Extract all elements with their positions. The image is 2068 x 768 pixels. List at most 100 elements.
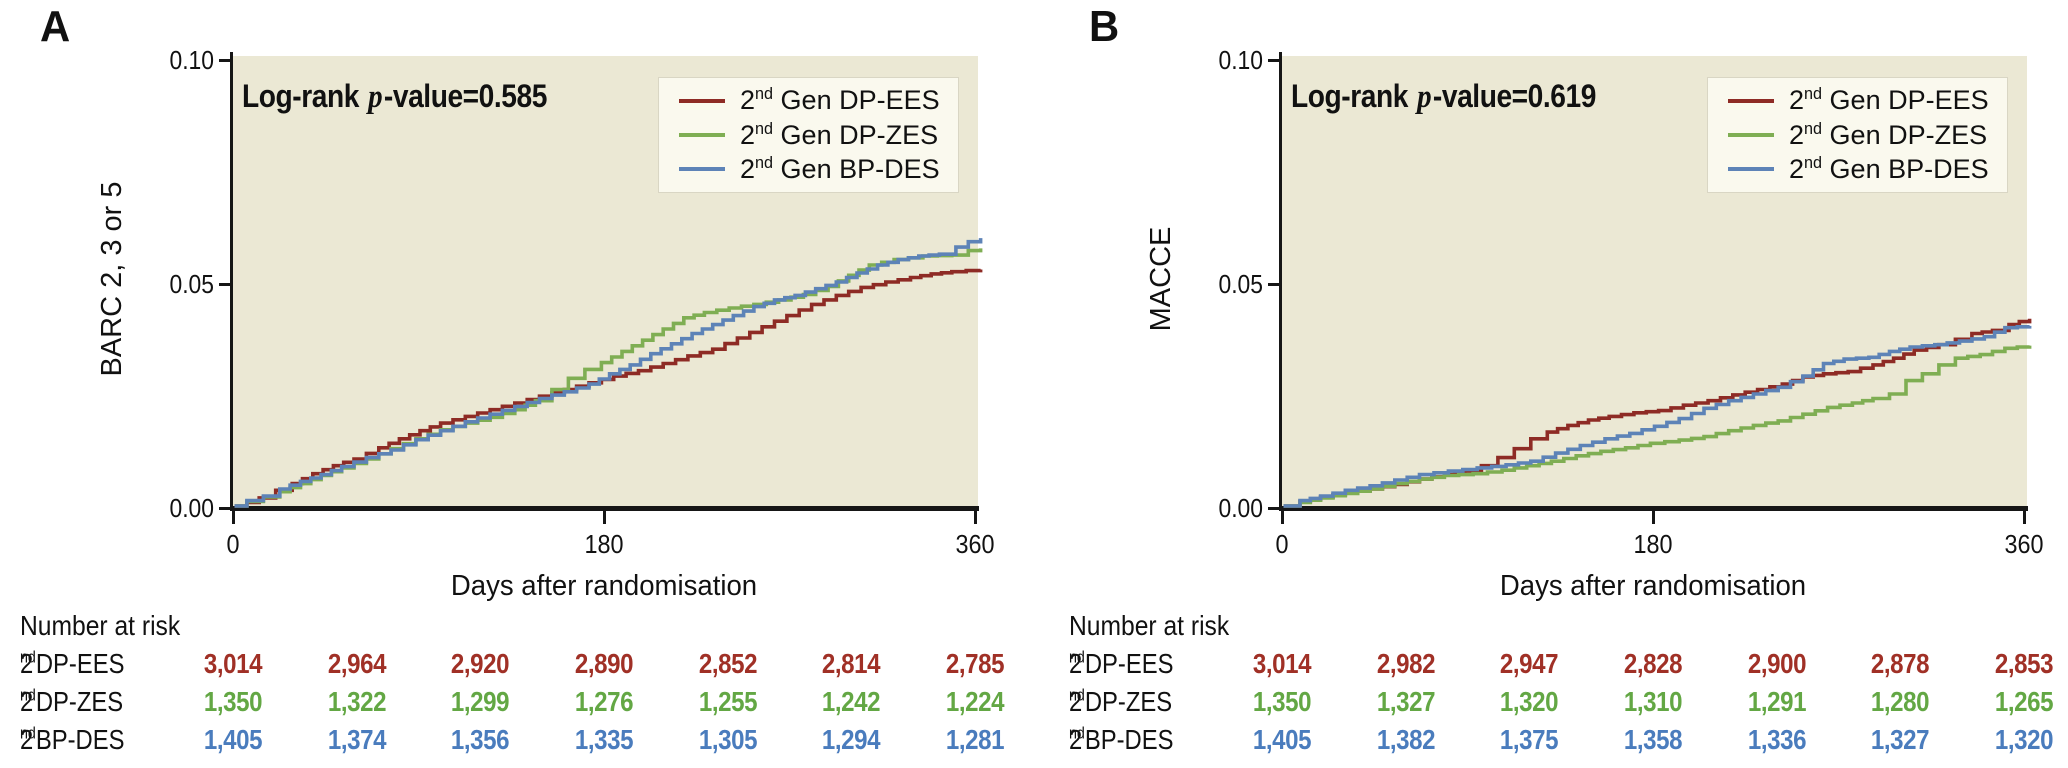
label-superscript: nd: [1069, 723, 1085, 743]
legend-line-swatch: [679, 167, 725, 172]
curve--nd-gen-dp-zes: [1283, 345, 2032, 508]
y-tick-label: 0.10: [169, 45, 214, 75]
y-tick-mark: [1268, 282, 1281, 286]
survival-curves: [1283, 318, 2032, 508]
label-superscript: nd: [1804, 153, 1823, 172]
risk-count: 1,405: [1252, 724, 1312, 755]
x-axis-line: [230, 506, 979, 511]
label-base: 2: [740, 119, 756, 150]
x-tick-label: 180: [1633, 529, 1673, 559]
panel-letter: A: [40, 2, 70, 51]
stat-suffix: -value=0.585: [383, 78, 547, 114]
risk-count: 1,358: [1623, 724, 1683, 755]
label-base: 2: [1789, 119, 1805, 150]
label-superscript: nd: [1069, 685, 1085, 705]
risk-count: 2,947: [1500, 648, 1559, 679]
x-tick-label: 0: [1275, 529, 1289, 559]
risk-count: 2,853: [1994, 648, 2054, 679]
risk-count: 1,281: [945, 724, 1005, 755]
panel-letter: B: [1089, 2, 1119, 51]
risk-count: 3,014: [1252, 648, 1312, 679]
logrank-pvalue-annotation: Log-rank p-value=0.585: [242, 78, 547, 116]
x-tick-mark: [602, 511, 606, 524]
legend-entry-label: 2nd Gen DP-EES: [1789, 85, 1989, 116]
label-rest: BP-DES: [1084, 724, 1174, 755]
risk-count: 2,828: [1623, 648, 1683, 679]
x-axis-title: Days after randomisation: [1499, 570, 1807, 602]
legend-entry: 2nd Gen BP-DES: [679, 154, 954, 185]
risk-count: 1,305: [698, 724, 758, 755]
risk-count: 1,310: [1623, 686, 1683, 717]
survival-curves: [234, 238, 983, 508]
legend-entry: 2nd Gen DP-EES: [1728, 85, 2003, 116]
label-superscript: nd: [20, 647, 36, 667]
risk-count: 1,294: [822, 724, 881, 755]
legend-entry-label: 2nd Gen BP-DES: [1789, 154, 1989, 185]
legend-entry-label: 2nd Gen DP-ZES: [1789, 120, 1987, 151]
x-axis-title: Days after randomisation: [450, 570, 758, 602]
legend-line-swatch: [1728, 98, 1774, 103]
legend-line-swatch: [679, 133, 725, 137]
risk-count: 2,878: [1871, 648, 1930, 679]
label-rest: Gen BP-DES: [773, 153, 940, 184]
legend-line-swatch: [1728, 133, 1774, 137]
number-at-risk-title: Number at risk: [20, 610, 181, 641]
number-at-risk-title: Number at risk: [1069, 610, 1230, 641]
label-base: 2: [1789, 153, 1805, 184]
risk-count: 1,265: [1994, 686, 2054, 717]
risk-count: 1,374: [327, 724, 387, 755]
risk-count: 1,327: [1376, 686, 1436, 717]
label-rest: BP-DES: [35, 724, 125, 755]
label-base: 2: [740, 153, 756, 184]
legend-box: 2nd Gen DP-EES 2nd Gen DP-ZES 2nd Gen BP-D…: [658, 77, 959, 193]
label-superscript: nd: [1804, 119, 1823, 138]
label-rest: DP-ZES: [35, 686, 124, 717]
risk-count: 1,405: [203, 724, 263, 755]
label-base: 2: [1069, 686, 1083, 717]
label-superscript: nd: [755, 119, 774, 138]
stat-suffix: -value=0.619: [1432, 78, 1596, 114]
stat-prefix: Log-rank: [242, 78, 367, 114]
risk-count: 1,280: [1871, 686, 1930, 717]
risk-count: 2,920: [451, 648, 510, 679]
legend-entry-label: 2nd Gen BP-DES: [740, 154, 940, 185]
label-base: 2: [20, 686, 34, 717]
legend-line-swatch: [679, 98, 725, 103]
risk-count: 1,350: [1252, 686, 1312, 717]
risk-count: 1,336: [1747, 724, 1807, 755]
legend-entry: 2nd Gen DP-EES: [679, 85, 954, 116]
risk-count: 2,785: [945, 648, 1005, 679]
label-rest: Gen DP-ZES: [1822, 119, 1988, 150]
y-tick-label: 0.05: [1218, 269, 1263, 299]
y-axis-line: [230, 52, 233, 511]
risk-count: 1,276: [574, 686, 634, 717]
label-base: 2: [20, 648, 34, 679]
risk-count: 2,964: [327, 648, 387, 679]
label-superscript: nd: [1804, 85, 1823, 104]
label-rest: Gen DP-EES: [773, 85, 940, 116]
risk-count: 1,356: [451, 724, 510, 755]
logrank-pvalue-annotation: Log-rank p-value=0.619: [1291, 78, 1596, 116]
y-tick-mark: [219, 282, 232, 286]
risk-count: 2,852: [698, 648, 758, 679]
risk-count: 1,327: [1871, 724, 1930, 755]
curve--nd-gen-bp-des: [1283, 325, 2032, 508]
chart-panel-B: B MACCE 0.00 0.05 0.10 0 180 360 Days after rand…: [1049, 0, 2068, 768]
label-rest: DP-EES: [35, 648, 125, 679]
label-rest: DP-EES: [1084, 648, 1174, 679]
risk-count: 1,291: [1747, 686, 1807, 717]
risk-count: 1,382: [1376, 724, 1436, 755]
risk-count: 1,255: [698, 686, 758, 717]
legend-entry: 2nd Gen DP-ZES: [1728, 120, 2003, 151]
y-tick-mark: [219, 506, 232, 510]
x-tick-label: 180: [584, 529, 624, 559]
legend-entry: 2nd Gen BP-DES: [1728, 154, 2003, 185]
x-tick-label: 360: [2004, 529, 2044, 559]
y-axis-title: MACCE: [1145, 226, 1177, 332]
stat-p-italic: p: [1417, 79, 1432, 115]
curve--nd-gen-dp-ees: [234, 268, 983, 508]
label-superscript: nd: [20, 685, 36, 705]
